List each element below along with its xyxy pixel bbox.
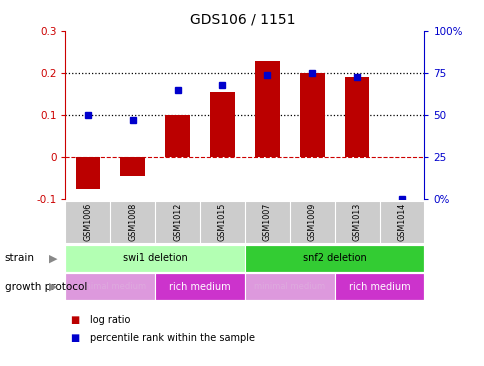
Text: ▶: ▶ [49, 253, 58, 264]
Text: percentile rank within the sample: percentile rank within the sample [90, 333, 254, 343]
Text: log ratio: log ratio [90, 315, 130, 325]
Bar [255, 60, 279, 157]
Bar [244, 273, 334, 300]
Text: GSM1008: GSM1008 [128, 202, 137, 240]
Bar [76, 157, 100, 189]
Text: GSM1013: GSM1013 [352, 202, 361, 240]
Text: strain: strain [5, 253, 35, 264]
Text: rich medium: rich medium [348, 281, 409, 292]
Text: GSM1014: GSM1014 [396, 202, 406, 240]
Text: GDS106 / 1151: GDS106 / 1151 [189, 13, 295, 27]
Text: GSM1015: GSM1015 [217, 202, 227, 241]
Text: GSM1009: GSM1009 [307, 202, 316, 241]
Text: GSM1007: GSM1007 [262, 202, 272, 241]
Text: swi1 deletion: swi1 deletion [122, 253, 187, 264]
Bar [165, 115, 190, 157]
Text: minimal medium: minimal medium [254, 282, 325, 291]
Text: ■: ■ [70, 333, 80, 343]
Text: ▶: ▶ [49, 281, 58, 292]
Bar [65, 245, 244, 272]
Text: rich medium: rich medium [169, 281, 230, 292]
Text: GSM1006: GSM1006 [83, 202, 92, 240]
Bar [334, 273, 424, 300]
Text: growth protocol: growth protocol [5, 281, 87, 292]
Text: GSM1012: GSM1012 [173, 202, 182, 241]
Bar [299, 73, 324, 157]
Bar [344, 78, 369, 157]
Bar [244, 245, 424, 272]
Bar [155, 273, 244, 300]
Text: ■: ■ [70, 315, 80, 325]
Text: minimal medium: minimal medium [75, 282, 146, 291]
Bar [65, 273, 155, 300]
Text: snf2 deletion: snf2 deletion [302, 253, 366, 264]
Bar [210, 92, 234, 157]
Bar [120, 157, 145, 176]
